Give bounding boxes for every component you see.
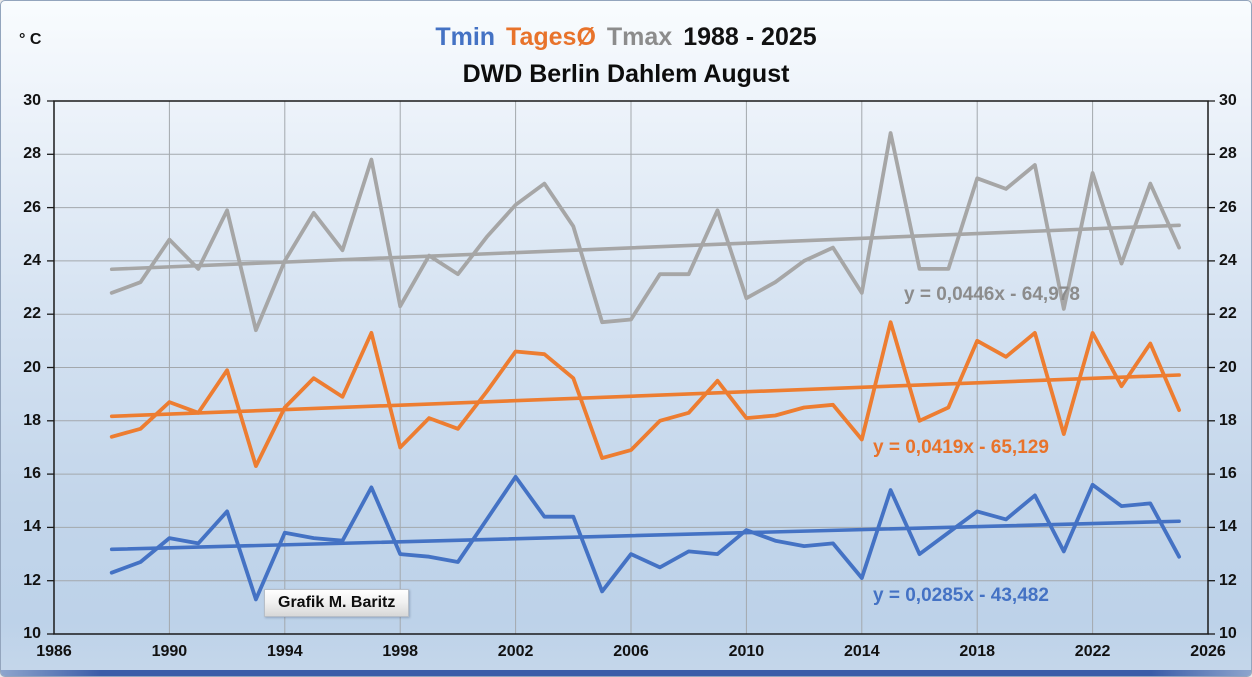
y-axis-tick-label-left: 28	[23, 145, 41, 163]
y-axis-tick-label-right: 22	[1219, 305, 1237, 323]
trend-equation-tagesavg: y = 0,0419x - 65,129	[873, 437, 1049, 458]
y-axis-tick-label-left: 18	[23, 411, 41, 429]
x-axis-tick-label: 2026	[1190, 643, 1226, 660]
y-axis-tick-label-left: 12	[23, 571, 41, 589]
trendline-tmax	[109, 223, 1181, 272]
y-axis-tick-label-left: 16	[23, 465, 41, 483]
y-axis-tick-label-right: 18	[1219, 411, 1237, 429]
trend-equation-tmin: y = 0,0285x - 43,482	[873, 585, 1049, 606]
y-axis-tick-label-left: 14	[23, 518, 41, 536]
y-axis-tick-label-right: 24	[1219, 251, 1237, 269]
title-legend-tagesavg: TagesØ	[506, 23, 596, 51]
trendline-tmin	[109, 519, 1181, 552]
x-axis-tick-label: 2006	[613, 643, 649, 660]
y-axis-tick-label-right: 20	[1219, 358, 1237, 376]
y-axis-tick-label-left: 26	[23, 198, 41, 216]
y-axis-tick-label-left: 30	[23, 92, 41, 109]
y-axis-tick-label-right: 28	[1219, 145, 1237, 163]
x-axis-tick-label: 1998	[382, 643, 418, 660]
y-axis-tick-label-right: 10	[1219, 625, 1237, 642]
title-year-range: 1988 - 2025	[683, 23, 817, 51]
trendline-tagesø	[109, 373, 1181, 419]
y-axis-tick-label-left: 20	[23, 358, 41, 376]
x-axis-tick-label: 2022	[1074, 643, 1111, 660]
x-axis-tick-label: 2018	[959, 643, 995, 660]
y-axis-tick-label-left: 10	[23, 625, 41, 642]
x-axis-tick-label: 2014	[844, 643, 880, 660]
title-legend-tmin: Tmin	[435, 23, 496, 51]
watermark-credit: Grafik M. Baritz	[264, 589, 410, 617]
y-axis-tick-label-right: 26	[1219, 198, 1237, 216]
title-legend-tmax: Tmax	[606, 23, 673, 51]
y-axis-tick-label-right: 14	[1219, 518, 1237, 536]
trend-equation-tmax: y = 0,0446x - 64,978	[904, 284, 1080, 305]
y-axis-unit-label: ° C	[19, 31, 42, 48]
x-axis-tick-label: 2010	[728, 643, 765, 660]
x-axis-tick-label: 1990	[151, 643, 188, 660]
chart-subtitle: DWD Berlin Dahlem August	[462, 60, 790, 88]
x-axis-tick-label: 1986	[36, 643, 72, 660]
data-line-tagesø	[109, 320, 1181, 469]
data-line-tmax	[109, 131, 1181, 333]
y-axis-tick-label-left: 22	[23, 305, 41, 323]
y-axis-tick-label-right: 16	[1219, 465, 1237, 483]
plot-frame	[53, 100, 1209, 635]
y-axis-tick-label-right: 12	[1219, 571, 1237, 589]
bottom-accent-bar	[1, 670, 1251, 676]
plot-area	[47, 100, 1215, 635]
x-axis-tick-label: 1994	[267, 643, 303, 660]
y-axis-tick-label-left: 24	[23, 251, 41, 269]
data-line-tmin	[109, 474, 1181, 602]
y-axis-tick-label-right: 30	[1219, 92, 1237, 109]
x-axis-tick-label: 2002	[497, 643, 534, 660]
chart-title: Tmin TagesØ Tmax 1988 - 2025	[1, 23, 1251, 52]
